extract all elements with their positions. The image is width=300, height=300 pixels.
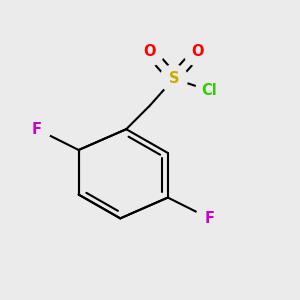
Circle shape [184, 38, 211, 66]
Circle shape [136, 38, 164, 66]
Circle shape [196, 77, 223, 104]
Text: O: O [191, 44, 204, 59]
Circle shape [160, 65, 188, 92]
Circle shape [196, 205, 223, 232]
Text: F: F [204, 211, 214, 226]
Circle shape [23, 116, 51, 143]
Text: O: O [144, 44, 156, 59]
Text: F: F [32, 122, 42, 137]
Text: Cl: Cl [202, 83, 217, 98]
Text: S: S [169, 71, 179, 86]
